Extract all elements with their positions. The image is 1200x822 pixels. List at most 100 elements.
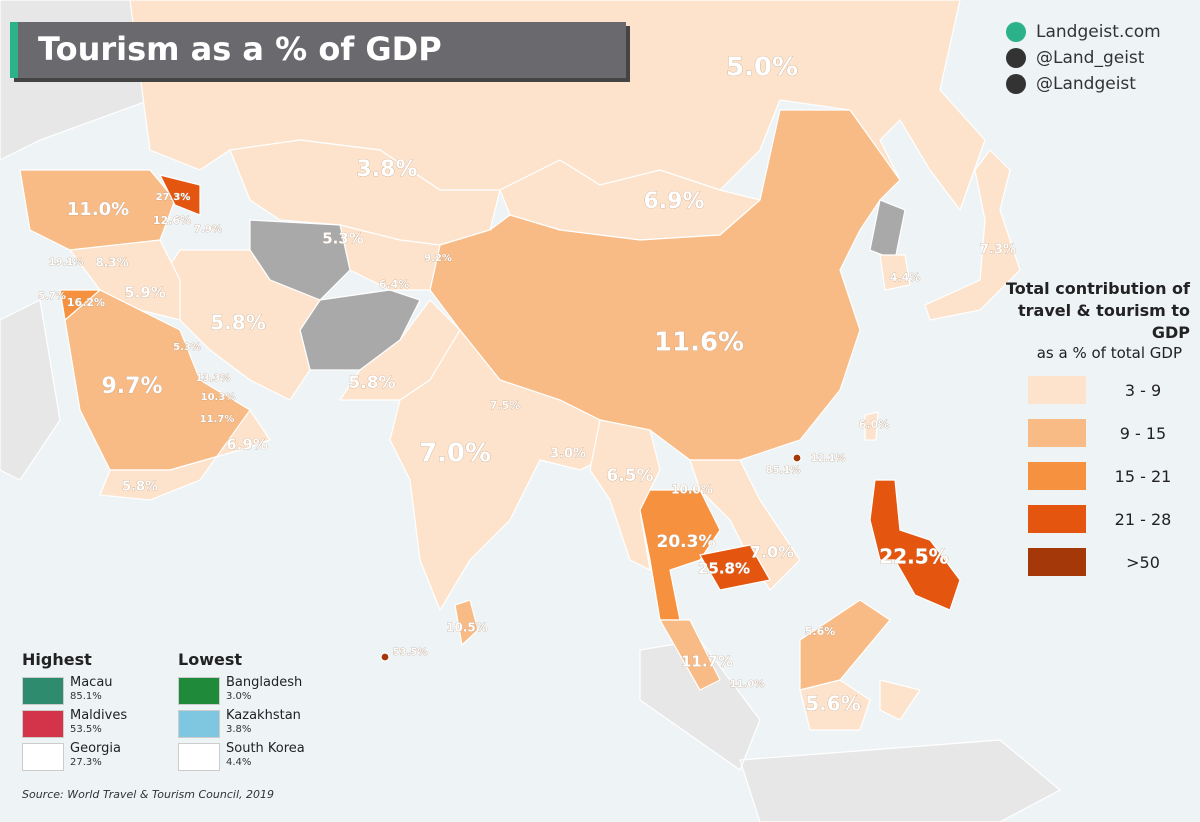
legend-label: 3 - 9 — [1124, 381, 1162, 400]
legend-swatch — [1028, 548, 1086, 576]
map-label: 4.4% — [890, 271, 921, 284]
country-name: Maldives — [70, 708, 128, 723]
map-label: 5.8% — [210, 311, 265, 335]
legend-label: 21 - 28 — [1114, 510, 1172, 529]
map-label: 7.0% — [750, 543, 794, 562]
japan — [924, 149, 1021, 321]
map-label: 3.0% — [550, 447, 586, 462]
legend-subtitle: as a % of total GDP — [1036, 344, 1182, 362]
legend-label: >50 — [1126, 553, 1160, 572]
map-label: 12.1% — [811, 453, 846, 464]
maldives — [380, 652, 390, 662]
map-label: 5.9% — [124, 284, 166, 302]
map-label: 19.1% — [49, 257, 84, 268]
map-label: 6.4% — [379, 278, 410, 291]
map-label: 6.5% — [606, 466, 653, 486]
thailand — [639, 489, 721, 621]
rank-item: Georgia 27.3% — [22, 740, 172, 772]
title: Tourism as a % of GDP — [38, 30, 442, 68]
country-value: 85.1% — [70, 691, 102, 702]
social-link[interactable]: @Land_geist — [1006, 48, 1144, 68]
legend-swatch — [1028, 419, 1086, 447]
rank-item: Macau 85.1% — [22, 674, 172, 706]
legend-label: 9 - 15 — [1119, 424, 1167, 443]
country-value: 27.3% — [70, 757, 102, 768]
map-label: 22.5% — [879, 545, 948, 569]
legend-swatch — [1028, 376, 1086, 404]
country-value: 4.4% — [226, 757, 252, 768]
map-label: 10.0% — [671, 483, 713, 497]
map-label: 5.6% — [805, 625, 836, 638]
map-label: 7.3% — [980, 243, 1016, 258]
social-link[interactable]: @Landgeist — [1006, 74, 1136, 94]
taiwan — [864, 411, 879, 441]
map-label: 7.9% — [194, 224, 222, 235]
rank-item: Bangladesh 3.0% — [178, 674, 328, 706]
flag — [178, 677, 220, 705]
country-value: 3.0% — [226, 691, 252, 702]
map-label: 11.7% — [681, 653, 733, 671]
sri-lanka — [454, 599, 479, 647]
flag — [178, 710, 220, 738]
map-label: 20.3% — [657, 532, 716, 552]
social-text: @Landgeist — [1036, 74, 1136, 94]
map-label: 12.6% — [153, 214, 191, 227]
malaysia — [658, 599, 891, 691]
legend-item: 3 - 9 — [1028, 376, 1188, 404]
philippines — [869, 479, 961, 611]
map-label: 11.7% — [200, 414, 235, 425]
cambodia — [699, 544, 771, 591]
country-name: Bangladesh — [226, 675, 303, 690]
country-name: Kazakhstan — [226, 708, 301, 723]
flag — [178, 743, 220, 771]
land — [0, 0, 1062, 822]
flag — [22, 743, 64, 771]
country-name: South Korea — [226, 741, 305, 756]
map-label: 11.0% — [67, 199, 129, 220]
map-label: 6.9% — [643, 189, 704, 214]
flag — [22, 710, 64, 738]
myanmar — [589, 419, 661, 572]
map-label: 27.3% — [156, 192, 191, 203]
flag — [22, 677, 64, 705]
source: Source: World Travel & Tourism Council, … — [22, 788, 275, 801]
map-label: 5.8% — [122, 480, 158, 495]
rank-item: South Korea 4.4% — [178, 740, 328, 772]
map-label: 8.3% — [95, 256, 128, 270]
yemen-oman — [99, 408, 271, 501]
map-label: 5.7% — [38, 291, 66, 302]
map-label: 6.9% — [226, 436, 268, 454]
korea — [869, 199, 906, 261]
rank-item: Maldives 53.5% — [22, 707, 172, 739]
social-text: @Land_geist — [1036, 48, 1145, 68]
caucasus — [158, 174, 201, 216]
map-label: 11.0% — [730, 679, 765, 690]
country-value: 3.8% — [226, 724, 252, 735]
map-label: 16.2% — [67, 296, 105, 309]
map-label: 7.0% — [419, 439, 491, 469]
map-label: 6.0% — [859, 418, 890, 431]
country-value: 53.5% — [70, 724, 102, 735]
social-link[interactable]: Landgeist.com — [1006, 22, 1161, 42]
map-label: 53.5% — [393, 647, 428, 658]
map-label: 3.8% — [356, 157, 417, 182]
south-korea — [879, 254, 911, 291]
macau — [792, 453, 802, 463]
legend-label: 15 - 21 — [1114, 467, 1172, 486]
legend-swatch — [1028, 505, 1086, 533]
legend-title: Total contribution of travel & tourism t… — [1005, 279, 1190, 342]
indonesia — [799, 679, 921, 731]
map-label: 5.3% — [173, 342, 201, 353]
map-label: 5.8% — [348, 373, 395, 393]
map-label: 9.7% — [101, 374, 162, 399]
country-name: Georgia — [70, 741, 121, 756]
map-label: 10.3% — [201, 392, 236, 403]
map-label: 7.5% — [490, 399, 521, 412]
map-label: 85.1% — [766, 465, 801, 476]
title-box: Tourism as a % of GDP — [10, 22, 626, 78]
map-label: 25.8% — [698, 560, 750, 578]
map-label: 9.2% — [424, 253, 452, 264]
highest-title: Highest — [22, 650, 92, 669]
legend-item: >50 — [1028, 548, 1188, 576]
